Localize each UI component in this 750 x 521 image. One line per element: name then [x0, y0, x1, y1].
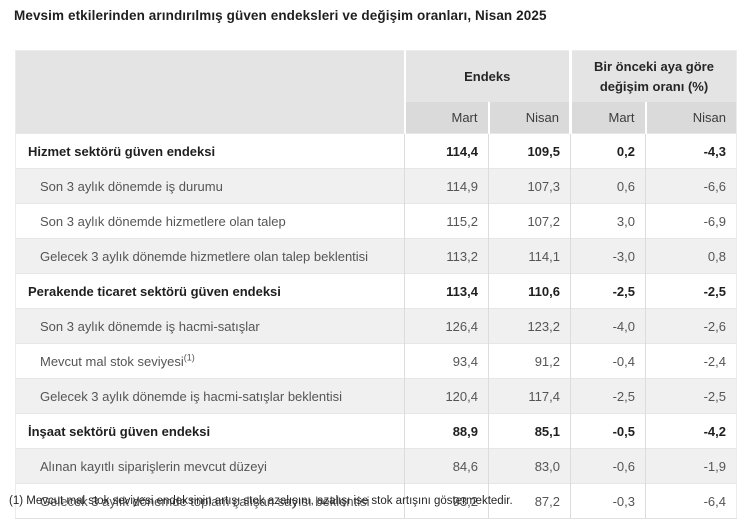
- value-cell: -2,4: [645, 343, 737, 379]
- value-cell: -1,9: [645, 448, 737, 484]
- value-cell: 114,1: [488, 238, 571, 274]
- value-cell: -2,6: [645, 308, 737, 344]
- row-label-header-cell: [15, 50, 406, 134]
- table-body: Hizmet sektörü güven endeksi 114,4 109,5 0,…: [15, 133, 737, 519]
- value-cell: -4,0: [570, 308, 646, 344]
- value-cell: -4,2: [645, 413, 737, 449]
- table-header: Endeks Bir önceki aya göre değişim oranı…: [15, 50, 737, 134]
- value-cell: -2,5: [570, 273, 646, 309]
- value-cell: 93,2: [404, 483, 489, 519]
- value-cell: 120,4: [404, 378, 489, 414]
- subheader-degisim-mart: Mart: [569, 102, 646, 134]
- value-cell: 0,2: [570, 133, 646, 169]
- row-label: Mevcut mal stok seviyesi(1): [15, 343, 405, 379]
- row-label: Alınan kayıtlı siparişlerin mevcut düzey…: [15, 448, 405, 484]
- value-cell: 110,6: [488, 273, 571, 309]
- value-cell: 93,4: [404, 343, 489, 379]
- footnote-marker: (1): [183, 352, 195, 363]
- detail-row: Son 3 aylık dönemde hizmetlere olan tale…: [15, 203, 737, 239]
- row-label: Gelecek 3 aylık dönemde hizmetlere olan …: [15, 238, 405, 274]
- value-cell: 0,6: [570, 168, 646, 204]
- detail-row: Gelecek 3 aylık dönemde iş hacmi-satışla…: [15, 378, 737, 414]
- row-label: Son 3 aylık dönemde hizmetlere olan tale…: [15, 203, 405, 239]
- confidence-index-table: Endeks Bir önceki aya göre değişim oranı…: [15, 50, 737, 519]
- value-cell: 84,6: [404, 448, 489, 484]
- detail-row: Son 3 aylık dönemde iş hacmi-satışlar 126…: [15, 308, 737, 344]
- detail-row: Alınan kayıtlı siparişlerin mevcut düzey…: [15, 448, 737, 484]
- value-cell: 85,1: [488, 413, 571, 449]
- value-cell: -0,5: [570, 413, 646, 449]
- section-row: İnşaat sektörü güven endeksi 88,9 85,1 -0,5…: [15, 413, 737, 449]
- value-cell: 88,9: [404, 413, 489, 449]
- column-group-change-rate: Bir önceki aya göre değişim oranı (%): [569, 50, 737, 102]
- value-cell: -6,6: [645, 168, 737, 204]
- subheader-endeks-mart: Mart: [403, 102, 489, 134]
- section-row: Perakende ticaret sektörü güven endeksi 1…: [15, 273, 737, 309]
- detail-row: Son 3 aylık dönemde iş durumu 114,9 107,3 0…: [15, 168, 737, 204]
- detail-row: Gelecek 3 aylık dönemde toplam çalışan s…: [15, 483, 737, 519]
- row-label: Son 3 aylık dönemde iş hacmi-satışlar: [15, 308, 405, 344]
- value-cell: 0,8: [645, 238, 737, 274]
- value-cell: 117,4: [488, 378, 571, 414]
- value-cell: 109,5: [488, 133, 571, 169]
- value-cell: -2,5: [645, 273, 737, 309]
- row-label: Gelecek 3 aylık dönemde iş hacmi-satışla…: [15, 378, 405, 414]
- value-cell: 91,2: [488, 343, 571, 379]
- value-cell: -3,0: [570, 238, 646, 274]
- detail-row: Mevcut mal stok seviyesi(1) 93,4 91,2 -0,4-…: [15, 343, 737, 379]
- value-cell: -2,5: [645, 378, 737, 414]
- column-subheader-row: Mart Nisan Mart Nisan: [16, 102, 737, 134]
- subheader-endeks-nisan: Nisan: [487, 102, 571, 134]
- value-cell: 123,2: [488, 308, 571, 344]
- value-cell: 114,4: [404, 133, 489, 169]
- value-cell: 3,0: [570, 203, 646, 239]
- page-title: Mevsim etkilerinden arındırılmış güven e…: [14, 8, 547, 23]
- value-cell: 114,9: [404, 168, 489, 204]
- value-cell: -2,5: [570, 378, 646, 414]
- footnote: (1) Mevcut mal stok seviyesi endeksinin …: [9, 495, 513, 507]
- value-cell: 107,3: [488, 168, 571, 204]
- value-cell: 126,4: [404, 308, 489, 344]
- value-cell: -0,6: [570, 448, 646, 484]
- row-label: Son 3 aylık dönemde iş durumu: [15, 168, 405, 204]
- column-group-row: Endeks Bir önceki aya göre değişim oranı…: [15, 50, 737, 134]
- detail-row: Gelecek 3 aylık dönemde hizmetlere olan …: [15, 238, 737, 274]
- value-cell: 113,4: [404, 273, 489, 309]
- value-cell: -4,3: [645, 133, 737, 169]
- column-group-endeks: Endeks: [403, 50, 571, 102]
- value-cell: -6,4: [645, 483, 737, 519]
- value-cell: -6,9: [645, 203, 737, 239]
- value-cell: -0,3: [570, 483, 646, 519]
- section-row: Hizmet sektörü güven endeksi 114,4 109,5 0,…: [15, 133, 737, 169]
- subheader-degisim-nisan: Nisan: [644, 102, 737, 134]
- row-label: Hizmet sektörü güven endeksi: [15, 133, 405, 169]
- value-cell: 115,2: [404, 203, 489, 239]
- value-cell: 107,2: [488, 203, 571, 239]
- value-cell: 87,2: [488, 483, 571, 519]
- row-label: Gelecek 3 aylık dönemde toplam çalışan s…: [15, 483, 405, 519]
- row-label: İnşaat sektörü güven endeksi: [15, 413, 405, 449]
- value-cell: -0,4: [570, 343, 646, 379]
- row-label: Perakende ticaret sektörü güven endeksi: [15, 273, 405, 309]
- value-cell: 113,2: [404, 238, 489, 274]
- value-cell: 83,0: [488, 448, 571, 484]
